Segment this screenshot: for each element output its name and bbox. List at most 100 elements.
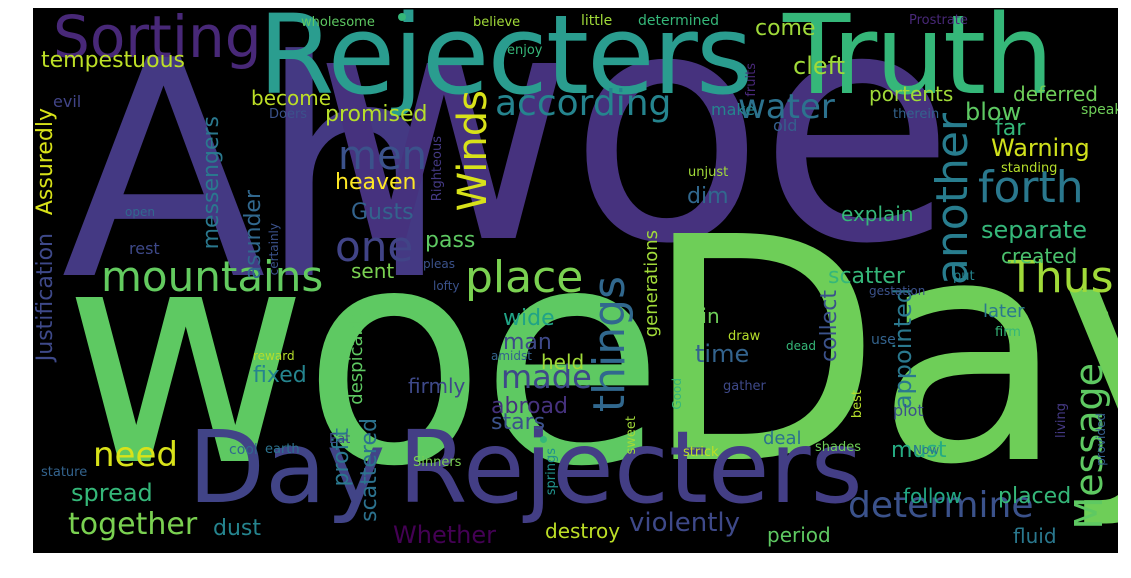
word-period: period (767, 523, 831, 547)
word-fluid: fluid (1013, 524, 1057, 548)
word-earth: earth (265, 442, 300, 457)
word-held: held (541, 350, 585, 374)
word-scatter: scatter (828, 264, 905, 289)
word-deferred: deferred (1013, 82, 1098, 106)
word-one: one (335, 222, 414, 271)
word-become: become (251, 86, 332, 110)
word-must: must (891, 438, 947, 463)
word-made: made (501, 358, 592, 396)
word-determine: determine (848, 485, 1034, 526)
word-gusts: Gusts (351, 200, 414, 225)
word-sinners: Sinners (413, 455, 462, 470)
word-ah: Ah (61, 8, 448, 346)
word-rest: rest (129, 239, 160, 258)
word-another: another (927, 113, 978, 286)
word-cloud: Ah woe woe Day Rejecters Truth Day Rejec… (33, 8, 1118, 553)
word-warning: Warning (991, 134, 1090, 162)
word-rejecters-bottom: Rejecters (398, 409, 863, 526)
word-good: Good (670, 378, 684, 410)
word-therein: therein (893, 107, 940, 122)
word-dead: dead (786, 339, 816, 353)
word-springs: springs (544, 448, 559, 496)
word-tempestuous: tempestuous (41, 48, 185, 73)
word-gestation: gestation (869, 284, 926, 298)
word-violently: violently (629, 508, 741, 538)
word-prostrate: Prostrate (909, 13, 968, 28)
word-dust: dust (213, 516, 261, 541)
word-justification: Justification (33, 233, 58, 362)
word-sweet: sweet (624, 416, 639, 455)
word-woe-mid: woe (63, 183, 664, 532)
word-provided: provided (1094, 413, 1108, 466)
word-unjust: unjust (688, 165, 729, 180)
word-spread: spread (71, 479, 153, 507)
word-man: man (503, 330, 552, 355)
word-woe-big: woe (313, 8, 955, 314)
dot-bottom (540, 436, 547, 443)
word-collect: collect (817, 290, 842, 363)
word-together: together (68, 507, 198, 542)
word-appointed: appointed (889, 288, 917, 410)
word-able: able (1081, 307, 1109, 322)
word-plot: plot (893, 401, 924, 420)
word-day-mid: Day (188, 409, 386, 526)
word-deal: deal (763, 428, 802, 449)
word-strick: strick (683, 445, 719, 460)
word-use: use (871, 332, 896, 348)
word-sorting: Sorting (53, 8, 262, 71)
word-men: men (338, 133, 427, 179)
word-separate: separate (981, 216, 1087, 244)
word-things: things (584, 276, 635, 413)
word-according: according (495, 83, 672, 124)
word-wholesome: wholesome (301, 15, 375, 30)
word-standing: standing (1001, 161, 1058, 176)
word-come: come (755, 16, 816, 41)
dot-top (398, 13, 406, 21)
word-winds: Winds (450, 90, 496, 212)
word-old: old (773, 116, 798, 135)
word-make: make (711, 100, 755, 119)
word-put: put (953, 269, 975, 284)
word-wide: wide (503, 306, 555, 331)
word-despicable: despicable (346, 308, 367, 405)
word-abroad: abroad (491, 394, 568, 419)
word-destroy: destroy (545, 519, 621, 543)
word-heaven: heaven (335, 170, 417, 195)
word-believe: believe (473, 15, 521, 30)
word-sin: sin (691, 304, 720, 328)
word-blow: blow (965, 98, 1022, 126)
word-whether: Whether (393, 521, 496, 549)
word-thus: Thus (1008, 252, 1114, 303)
word-generations: generations (641, 230, 662, 338)
word-stars: stars (491, 410, 546, 435)
word-place: place (465, 252, 584, 303)
word-firm: firm (995, 325, 1021, 340)
word-stature: stature (41, 465, 88, 480)
word-sent: sent (351, 259, 395, 283)
word-dim: dim (687, 184, 729, 209)
word-eat: Eat (329, 432, 351, 447)
word-firmly: firmly (408, 374, 466, 398)
word-cleft: cleft (793, 52, 846, 80)
word-need: need (93, 435, 178, 475)
word-reward: reward (253, 349, 295, 363)
word-mountains: mountains (101, 252, 324, 301)
word-evil: evil (53, 92, 82, 111)
word-truth: Truth (783, 8, 1054, 119)
word-water: water (738, 87, 835, 127)
word-rejecters-top: Rejecters (258, 8, 753, 119)
word-determined: determined (638, 13, 720, 29)
word-enjoy: enjoy (507, 43, 543, 58)
word-little: little (581, 13, 613, 29)
word-fixed: fixed (253, 363, 307, 388)
word-forth: forth (978, 162, 1084, 213)
word-amidst: amidst (491, 349, 532, 363)
word-scattered: scattered (357, 418, 382, 522)
word-far: far (995, 116, 1026, 141)
word-placed: placed (998, 484, 1072, 509)
word-time: time (695, 340, 750, 368)
word-draw: draw (728, 329, 761, 344)
word-portents: portents (869, 82, 954, 106)
word-lofty: lofty (433, 279, 460, 293)
word-doers: Doers (269, 107, 308, 122)
